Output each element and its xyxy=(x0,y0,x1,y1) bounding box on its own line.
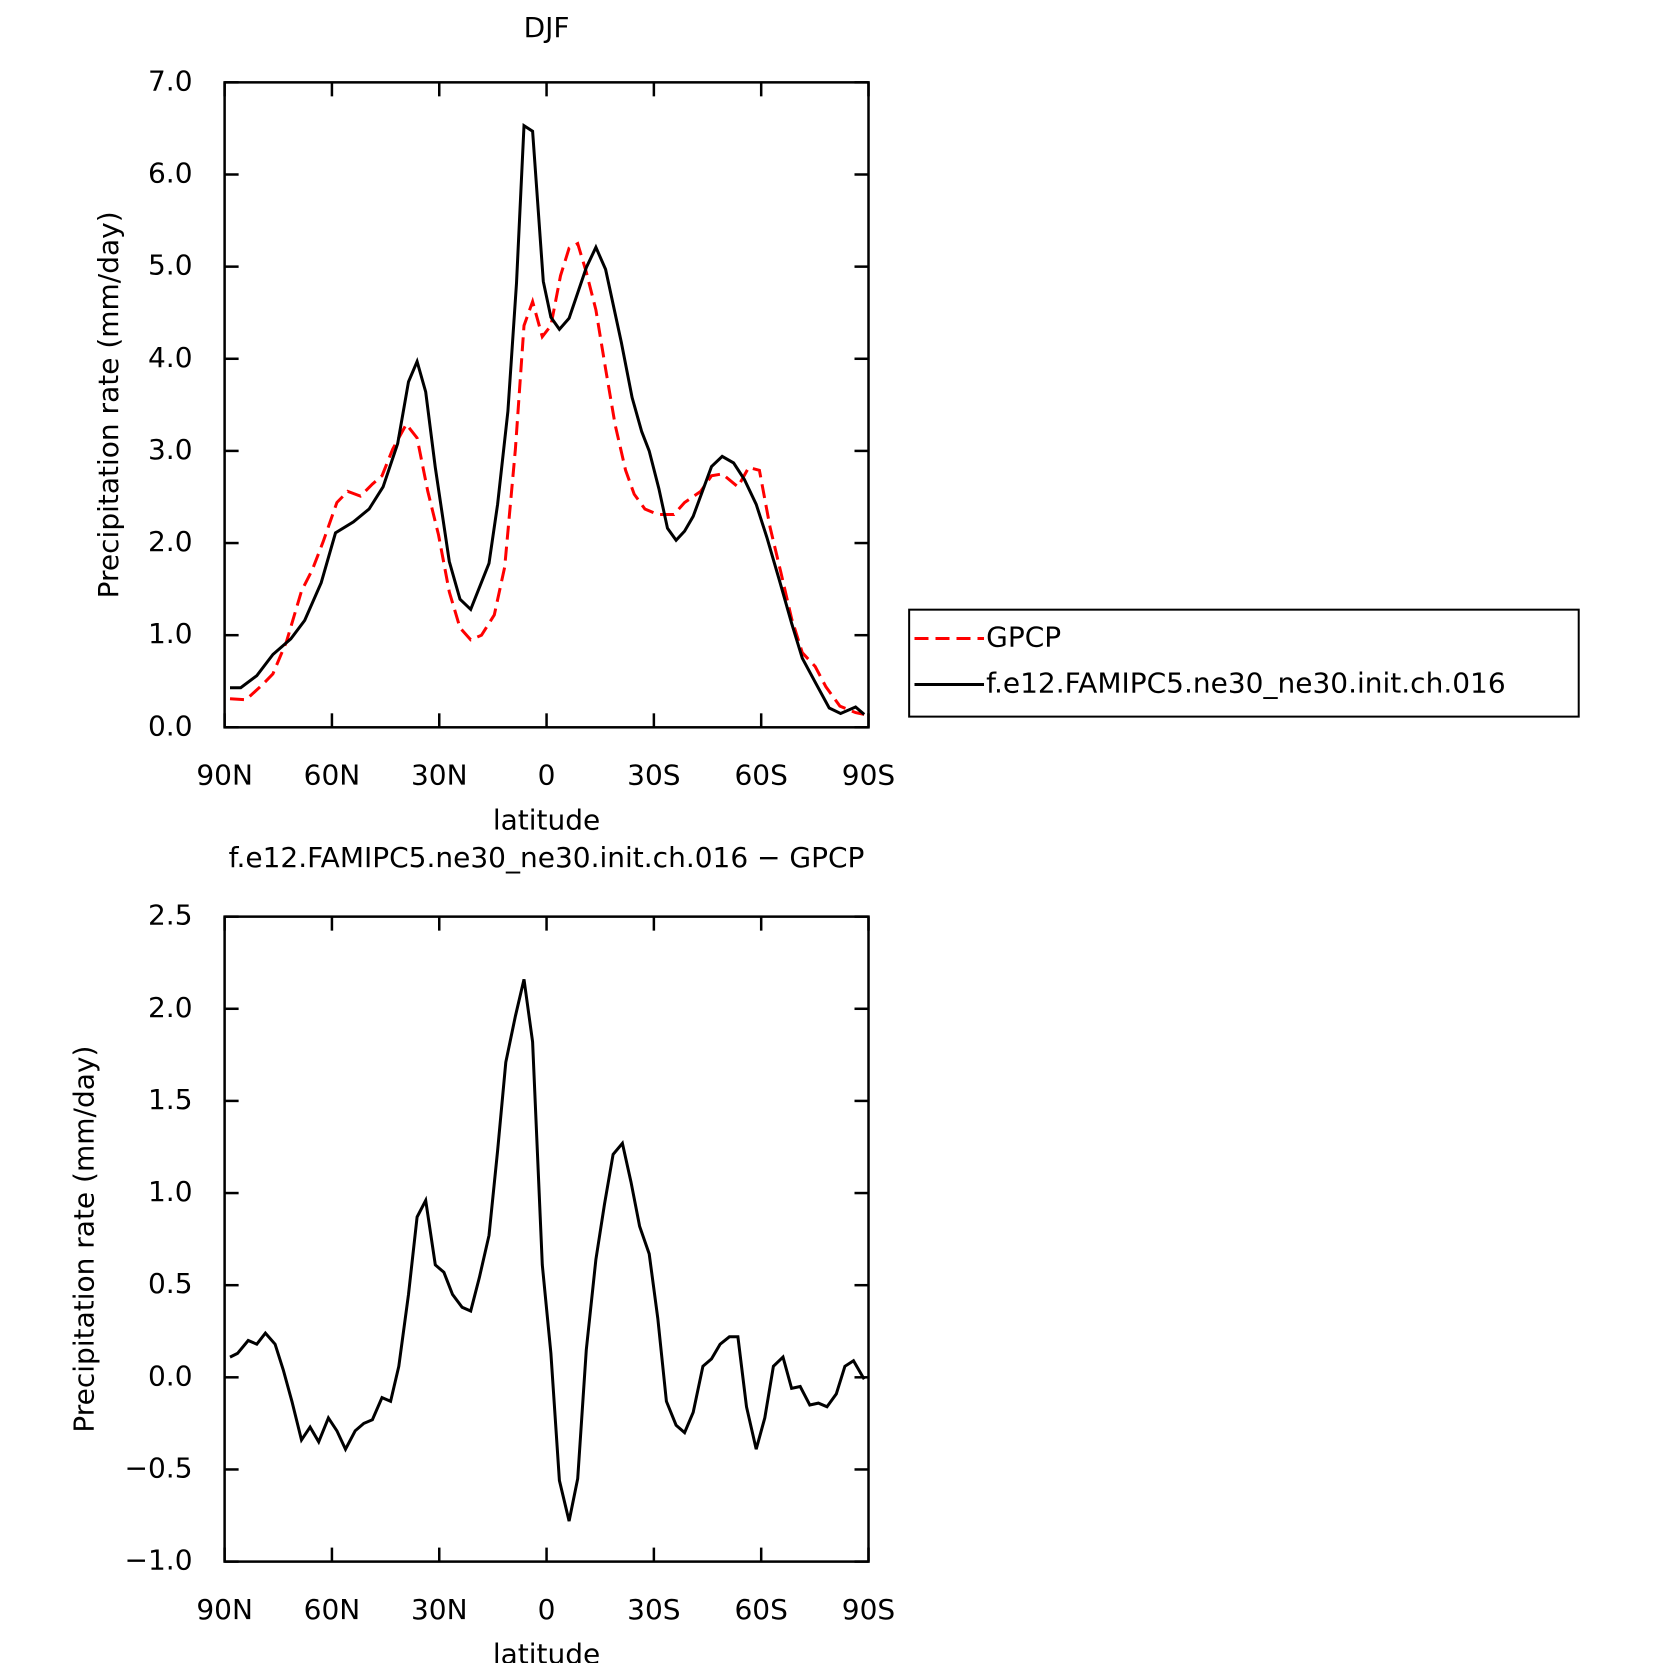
x-axis-label: latitude xyxy=(493,1638,600,1663)
x-tick-label: 60S xyxy=(734,1593,787,1626)
y-axis-label: Precipitation rate (mm/day) xyxy=(68,1046,101,1433)
y-tick-label: −0.5 xyxy=(125,1451,193,1484)
data-line xyxy=(229,978,866,1522)
y-tick-label: 2.0 xyxy=(148,525,193,558)
data-line xyxy=(229,241,865,716)
y-tick-label: 1.0 xyxy=(148,617,193,650)
plot-frame xyxy=(223,81,870,729)
y-tick-label: 6.0 xyxy=(148,156,193,189)
x-tick-label: 60S xyxy=(734,759,787,792)
legend-label: GPCP xyxy=(986,621,1061,654)
x-tick-label: 30N xyxy=(411,1593,468,1626)
x-tick-label: 0 xyxy=(538,759,556,792)
x-tick-label: 60N xyxy=(304,759,361,792)
x-tick-label: 30S xyxy=(627,1593,680,1626)
x-tick-label: 90N xyxy=(196,1593,253,1626)
chart-title: f.e12.FAMIPC5.ne30_ne30.init.ch.016 − GP… xyxy=(229,841,865,874)
y-tick-label: 3.0 xyxy=(148,433,193,466)
y-tick-label: 7.0 xyxy=(148,64,193,97)
chart-title: DJF xyxy=(524,11,570,44)
y-tick-label: 0.5 xyxy=(148,1267,193,1300)
y-tick-label: 0.0 xyxy=(148,1359,193,1392)
x-tick-label: 30S xyxy=(627,759,680,792)
y-tick-label: 2.5 xyxy=(148,899,193,932)
x-axis-label: latitude xyxy=(493,803,600,836)
x-tick-label: 60N xyxy=(304,1593,361,1626)
y-tick-label: 1.0 xyxy=(148,1175,193,1208)
y-tick-label: 1.5 xyxy=(148,1083,193,1116)
x-tick-label: 0 xyxy=(538,1593,556,1626)
y-tick-label: 0.0 xyxy=(148,709,193,742)
x-tick-label: 90S xyxy=(842,759,895,792)
y-tick-label: 4.0 xyxy=(148,341,193,374)
legend-label: f.e12.FAMIPC5.ne30_ne30.init.ch.016 xyxy=(986,667,1506,700)
y-tick-label: 2.0 xyxy=(148,991,193,1024)
x-tick-label: 30N xyxy=(411,759,468,792)
legend-box xyxy=(908,608,1580,718)
x-tick-label: 90S xyxy=(842,1593,895,1626)
plot-frame xyxy=(223,915,870,1563)
y-tick-label: −1.0 xyxy=(125,1544,193,1577)
y-tick-label: 5.0 xyxy=(148,249,193,282)
y-axis-label: Precipitation rate (mm/day) xyxy=(92,211,125,598)
data-line xyxy=(230,123,866,716)
x-tick-label: 90N xyxy=(196,759,253,792)
